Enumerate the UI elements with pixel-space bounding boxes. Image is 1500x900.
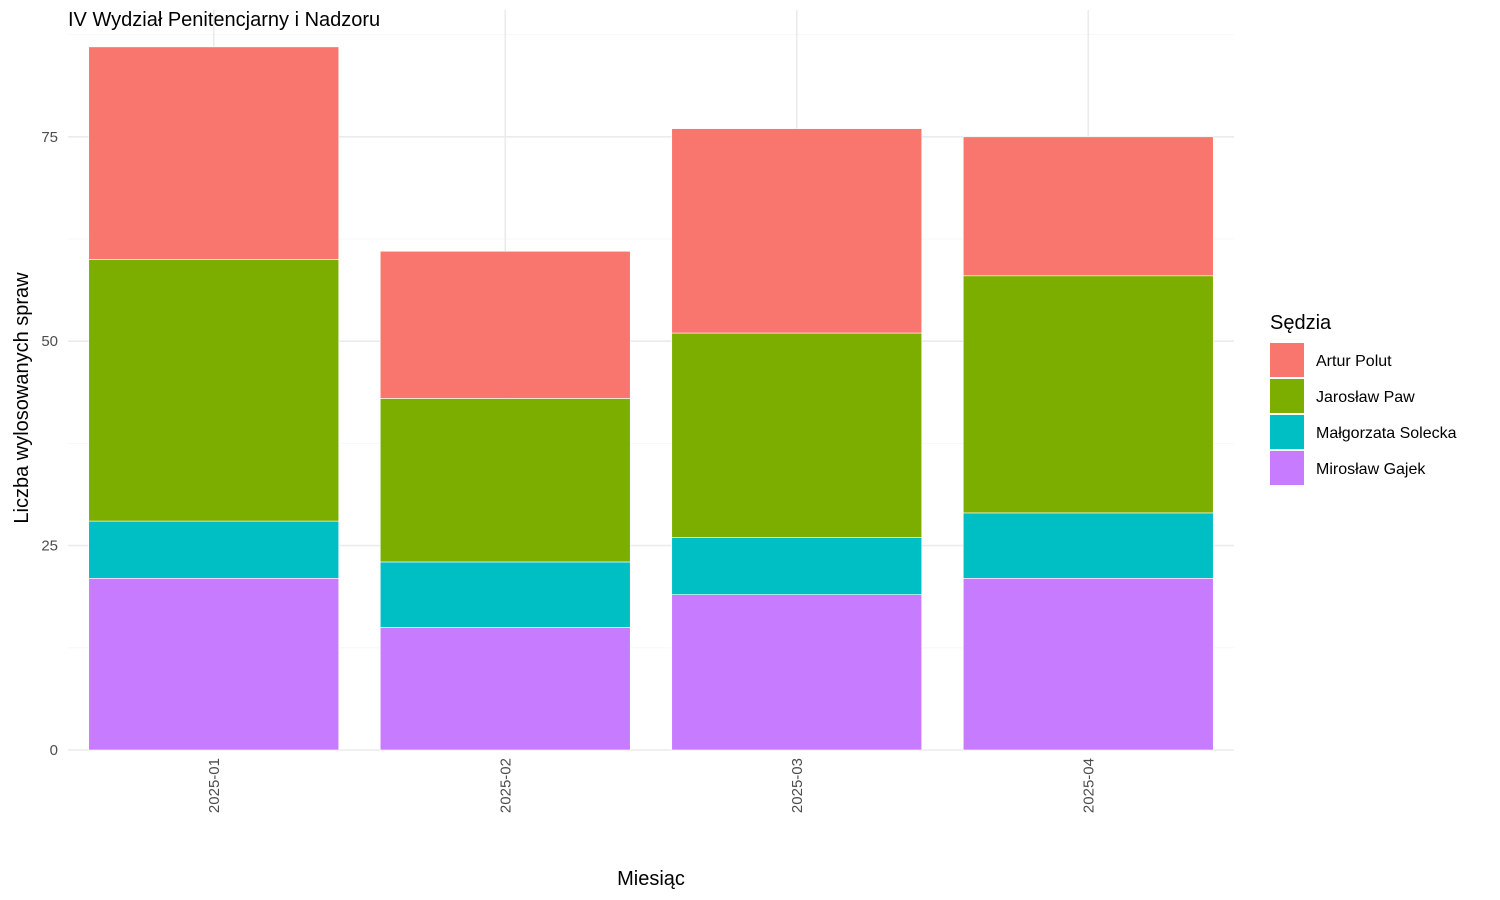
x-tick-label: 2025-03: [789, 758, 806, 813]
y-tick-label: 75: [41, 129, 58, 146]
bar-segment: [962, 512, 1214, 579]
legend-label: Jarosław Paw: [1316, 389, 1415, 406]
bar-segment: [379, 398, 631, 563]
bar-segment: [379, 627, 631, 751]
x-tick-label: 2025-02: [497, 758, 514, 813]
bar-segment: [962, 578, 1214, 751]
bar-segment: [88, 46, 340, 260]
legend-swatch: [1270, 343, 1304, 377]
x-axis-title: Miesiąc: [617, 868, 685, 890]
legend-swatch: [1270, 451, 1304, 485]
bar-segment: [379, 561, 631, 628]
bar-segment: [379, 250, 631, 399]
bar-segment: [962, 275, 1214, 514]
chart-title: IV Wydział Penitencjarny i Nadzoru: [68, 9, 380, 31]
bar-segment: [671, 594, 923, 751]
bar-segment: [671, 128, 923, 334]
x-tick-label: 2025-01: [206, 758, 223, 813]
bar-segment: [88, 578, 340, 751]
legend-swatch: [1270, 415, 1304, 449]
legend: Sędzia Artur Polut Jarosław Paw Małgorzata…: [1270, 312, 1457, 485]
y-tick-label: 25: [41, 538, 58, 555]
x-tick-label: 2025-04: [1080, 758, 1097, 813]
bar-segment: [88, 520, 340, 579]
y-axis-title: Liczba wylosowanych spraw: [11, 272, 33, 524]
bar-segment: [671, 332, 923, 538]
bar-segment: [962, 136, 1214, 277]
legend-swatch: [1270, 379, 1304, 413]
bar-segment: [88, 259, 340, 522]
y-axis-ticks: 0 25 50 75: [41, 129, 58, 759]
y-tick-label: 50: [41, 333, 58, 350]
legend-title: Sędzia: [1270, 312, 1332, 334]
legend-label: Mirosław Gajek: [1316, 461, 1426, 478]
bar-segment: [671, 537, 923, 595]
legend-label: Artur Polut: [1316, 353, 1392, 370]
legend-label: Małgorzata Solecka: [1316, 425, 1457, 442]
y-tick-label: 0: [50, 742, 58, 759]
bars: [88, 46, 1214, 751]
x-axis-ticks: 2025-01 2025-02 2025-03 2025-04: [206, 758, 1098, 813]
